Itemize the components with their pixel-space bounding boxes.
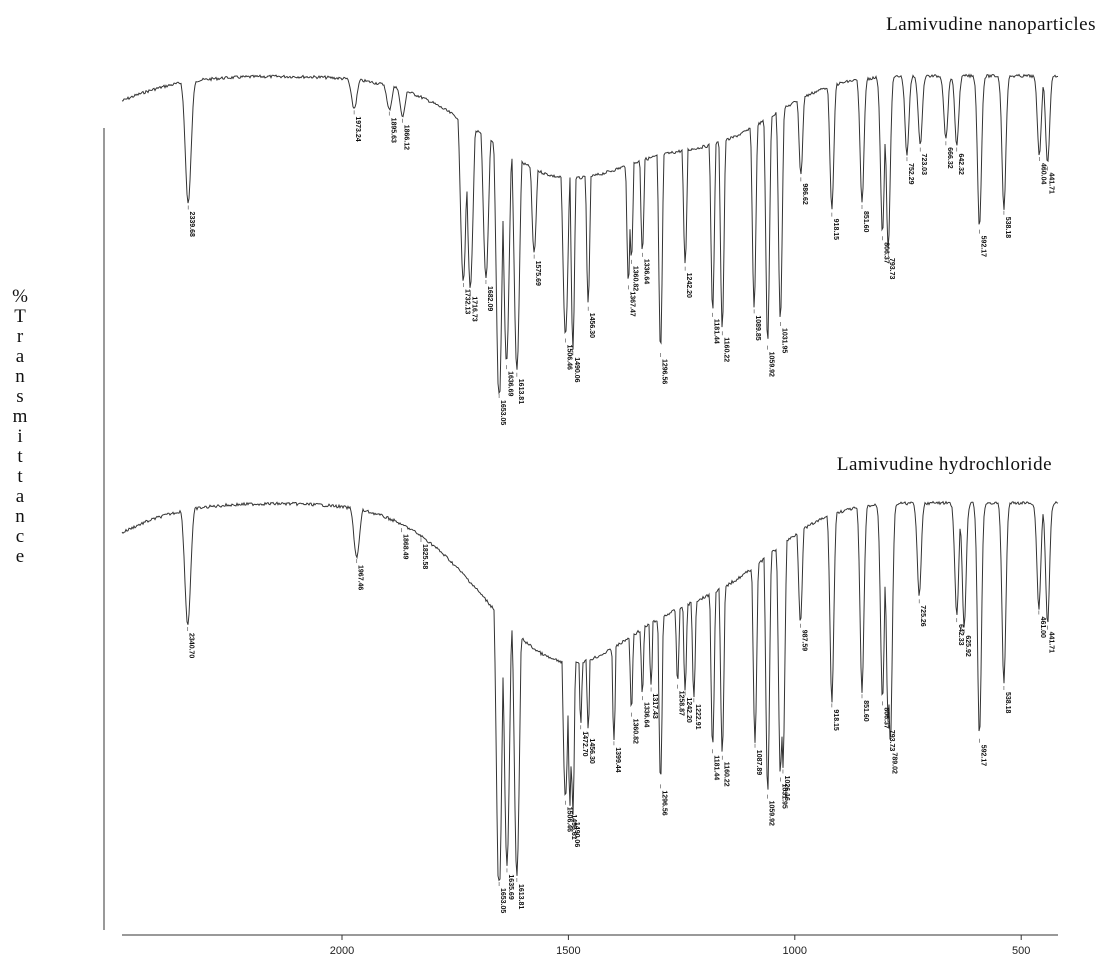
- peak-label: 986.62: [801, 183, 808, 205]
- peak-label: 1490.06: [573, 357, 580, 382]
- peak-label: 1258.87: [678, 691, 685, 716]
- peak-label: 1472.70: [581, 731, 588, 756]
- peak-label: 1506.46: [565, 807, 572, 832]
- x-tick-label: 2000: [330, 945, 354, 957]
- peak-label: 1317.43: [651, 693, 658, 718]
- peak-label: 1360.82: [631, 266, 638, 291]
- peak-label: 1490.06: [573, 822, 580, 847]
- peak-label: 1456.30: [588, 313, 595, 338]
- peak-label: 1059.92: [768, 801, 775, 826]
- peak-label: 1653.05: [499, 888, 506, 913]
- peak-label: 1242.20: [685, 273, 692, 298]
- peak-label: 1682.09: [486, 286, 493, 311]
- peak-label: 1181.44: [713, 319, 720, 344]
- peak-label: 441.71: [1048, 632, 1055, 654]
- peak-label: 752.29: [907, 163, 914, 185]
- peak-label: 1336.64: [642, 702, 649, 727]
- peak-label: 851.60: [862, 700, 869, 722]
- peak-label: 1967.46: [357, 565, 364, 590]
- peak-label: 1732.13: [463, 289, 470, 314]
- peak-label: 1456.30: [588, 738, 595, 763]
- peak-label: 1059.92: [768, 352, 775, 377]
- peak-label: 538.18: [1004, 692, 1011, 714]
- peak-label: 1089.85: [754, 315, 761, 340]
- peak-label: 1160.22: [722, 762, 729, 787]
- peak-label: 2340.70: [188, 633, 195, 658]
- x-tick-label: 1500: [556, 945, 580, 957]
- peak-label: 1160.22: [722, 337, 729, 362]
- spectrum-line: [121, 73, 1059, 395]
- peak-label: 789.02: [890, 753, 897, 775]
- peak-label: 1087.89: [755, 750, 762, 775]
- peak-label: 1026.16: [783, 776, 790, 801]
- peak-label: 806.37: [882, 242, 889, 264]
- peak-label: 1496.61: [570, 814, 577, 839]
- peak-label: 1336.64: [642, 259, 649, 284]
- peak-label: 851.60: [862, 211, 869, 233]
- spectrum-hydrochloride: 3831.723642.693326.353195.193137.323088.…: [121, 500, 1059, 913]
- peak-label: 1895.63: [389, 118, 396, 143]
- peak-label: 1222.91: [694, 704, 701, 729]
- peak-label: 460.04: [1039, 163, 1046, 185]
- peak-label: 1653.05: [499, 400, 506, 425]
- peak-label: 1613.81: [517, 884, 524, 909]
- peak-label: 918.15: [832, 219, 839, 241]
- peak-label: 1367.47: [628, 291, 635, 316]
- peak-label: 1296.56: [661, 359, 668, 384]
- peak-label: 1399.44: [614, 747, 621, 772]
- peak-label: 1636.69: [507, 371, 514, 396]
- peak-label: 806.37: [882, 707, 889, 729]
- x-tick-label: 1000: [783, 945, 807, 957]
- title-nanoparticles: Lamivudine nanoparticles: [886, 14, 1096, 35]
- peak-label: 793.73: [888, 258, 895, 280]
- peak-label: 1825.58: [421, 544, 428, 569]
- peak-label: 2339.68: [188, 212, 195, 237]
- peak-label: 1716.73: [470, 296, 477, 321]
- peak-label: 1866.12: [403, 125, 410, 150]
- peak-label: 642.33: [957, 624, 964, 646]
- peak-label: 461.00: [1039, 617, 1046, 639]
- peak-label: 793.73: [888, 730, 895, 752]
- peak-label: 1242.20: [685, 697, 692, 722]
- peak-label: 1181.44: [713, 755, 720, 780]
- peak-label: 1296.56: [661, 790, 668, 815]
- peak-label: 987.59: [800, 630, 807, 652]
- peak-label: 592.17: [979, 236, 986, 258]
- peak-label: 918.15: [832, 709, 839, 731]
- x-axis: 2000 1500 1000 500: [122, 934, 1058, 957]
- spectrum-line: [121, 500, 1059, 882]
- peak-label: 1575.69: [534, 261, 541, 286]
- peak-label: 1031.95: [780, 328, 787, 353]
- peak-label: 1635.69: [507, 874, 514, 899]
- x-tick-label: 500: [1012, 945, 1030, 957]
- peak-label: 666.32: [946, 147, 953, 169]
- peak-label: 625.92: [964, 635, 971, 657]
- peak-label: 538.18: [1004, 217, 1011, 239]
- peak-label: 1613.81: [517, 379, 524, 404]
- peak-label: 1973.24: [354, 116, 361, 141]
- peak-label: 725.26: [919, 605, 926, 627]
- peak-label: 1868.49: [402, 534, 409, 559]
- peak-label: 1360.82: [631, 719, 638, 744]
- peak-label: 642.32: [957, 154, 964, 176]
- peak-label: 1031.95: [780, 783, 787, 808]
- peak-label: 1506.46: [565, 345, 572, 370]
- peak-label: 723.03: [920, 154, 927, 176]
- title-hydrochloride: Lamivudine hydrochloride: [837, 454, 1052, 475]
- peak-label: 592.17: [979, 745, 986, 767]
- spectrum-nanoparticles: 3728.523660.633326.303202.813075.602965.…: [121, 73, 1059, 425]
- peak-label: 441.71: [1048, 172, 1055, 194]
